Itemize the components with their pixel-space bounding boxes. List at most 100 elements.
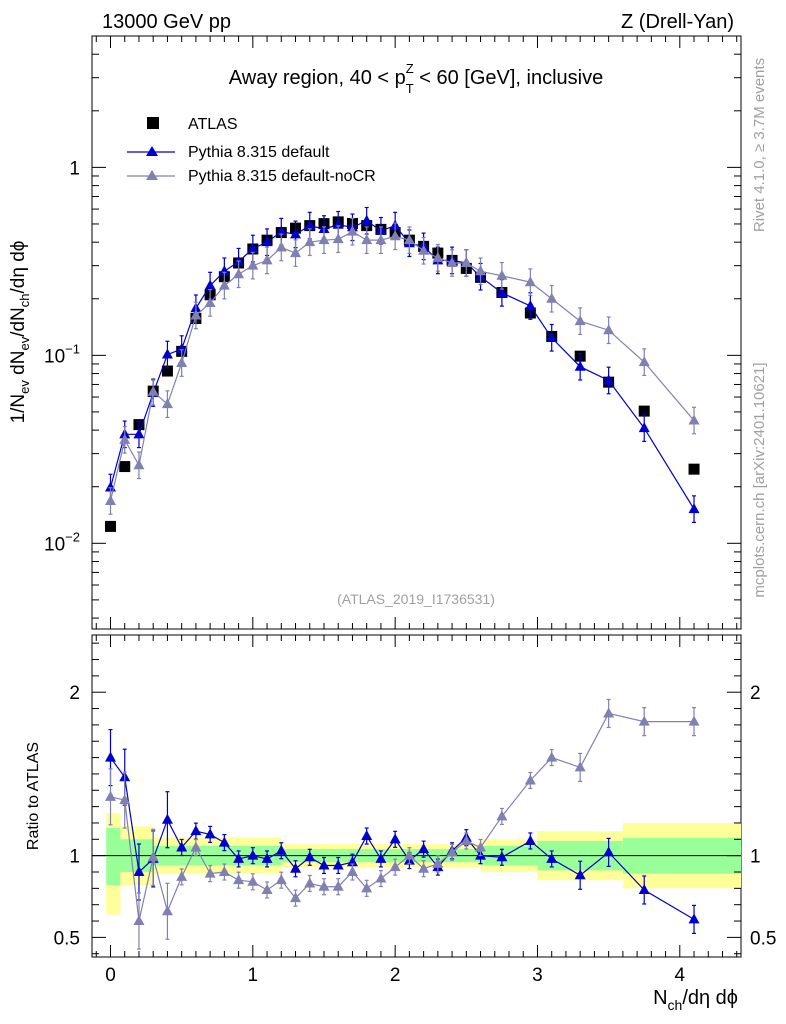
ratio-series-point: [318, 880, 330, 891]
main-series-point: [218, 265, 230, 276]
main-series-point: [432, 251, 444, 262]
main-plot-frame: [91, 35, 742, 630]
main-series-point: [389, 230, 401, 241]
ratio-series-point: [375, 872, 387, 883]
ratio-series-point: [389, 861, 401, 872]
ratio-series-point: [218, 836, 230, 847]
main-series-point: [161, 348, 173, 359]
main-series-point: [304, 236, 316, 247]
x-tick-label: 3: [532, 965, 543, 986]
main-series-point: [190, 309, 202, 320]
main-series-point: [603, 324, 615, 335]
main-series-point: [475, 265, 487, 276]
ratio-series-point: [574, 761, 586, 772]
main-series-point: [375, 234, 387, 245]
ratio-series-point: [204, 828, 216, 839]
ratio-series-point: [261, 852, 273, 863]
ratio-series-point: [460, 834, 472, 845]
ratio-series-line: [110, 712, 695, 922]
ratio-series-point: [524, 774, 536, 785]
x-tick-label: 1: [248, 965, 259, 986]
main-series-point: [638, 422, 650, 433]
main-series-point: [332, 218, 344, 229]
ratio-series-point: [346, 866, 358, 877]
ratio-series-point: [603, 846, 615, 857]
main-series-point: [290, 228, 302, 239]
ratio-series-point: [247, 849, 259, 860]
main-series-point: [688, 503, 700, 514]
ratio-series-point: [346, 856, 358, 867]
ratio-uncertainty-bands: [92, 813, 741, 915]
main-series-point: [318, 234, 330, 245]
main-series-point: [524, 300, 536, 311]
ratio-series-point: [247, 875, 259, 886]
ratio-series-point: [418, 843, 430, 854]
ratio-series-point: [233, 874, 245, 885]
main-series-point: [247, 259, 259, 270]
main-series-point: [603, 374, 615, 385]
ratio-series-point: [446, 846, 458, 857]
ratio-series-point: [389, 833, 401, 844]
atlas-data-point: [638, 405, 650, 417]
ratio-series-point: [176, 870, 188, 881]
ratio-series-point: [432, 857, 444, 868]
ratio-series-point: [290, 892, 302, 903]
legend-label-atlas: ATLAS: [188, 116, 238, 133]
main-series-point: [574, 315, 586, 326]
main-series-point: [218, 279, 230, 290]
x-tick-label: 4: [675, 965, 686, 986]
main-series-point: [546, 331, 558, 342]
ratio-series-point: [176, 841, 188, 852]
ratio-series-point: [304, 877, 316, 888]
main-series-point: [105, 494, 117, 505]
ratio-series-point: [603, 707, 615, 718]
ratio-series-layer: [105, 698, 700, 950]
main-series-point: [133, 428, 145, 439]
y-tick-label-right: 1: [750, 847, 761, 868]
main-series-point: [524, 276, 536, 287]
main-series-point: [176, 357, 188, 368]
main-series-point: [403, 234, 415, 245]
atlas-data-point: [161, 365, 173, 377]
ratio-series-point: [105, 790, 117, 801]
y-tick-label-right: 2: [750, 683, 761, 704]
ratio-series-point: [147, 851, 159, 862]
main-y-tick-labels: 1 10−1 10−2: [44, 158, 80, 555]
ratio-series-point: [133, 866, 145, 877]
main-series-point: [247, 242, 259, 253]
ratio-series-point: [688, 913, 700, 924]
main-series-point: [304, 219, 316, 230]
x-tick-label: 2: [390, 965, 401, 986]
mcplots-label: mcplots.cern.ch [arXiv:2401.10621]: [751, 362, 768, 597]
atlas-data-point: [119, 461, 131, 473]
ratio-plot-frame: [91, 634, 742, 958]
plot-title: Away region, 40 < pZ T < 60 [GeV], inclus…: [229, 61, 603, 96]
band-inner: [106, 827, 121, 886]
y-tick-label-right: 0.5: [750, 928, 776, 949]
main-series-line: [109, 220, 695, 510]
main-series-point: [638, 356, 650, 367]
y-tick-label: 10−2: [44, 529, 80, 555]
main-series-point: [261, 236, 273, 247]
y-tick-label: 10−1: [44, 341, 80, 367]
main-series-point: [161, 398, 173, 409]
ratio-series-point: [218, 866, 230, 877]
main-series-point: [176, 343, 188, 354]
ratio-tick-labels: 0 1 2 3 4 0.5 0.5 1 1 2 2: [54, 683, 777, 986]
ratio-series-point: [496, 851, 508, 862]
y-tick-label: 1: [69, 847, 80, 868]
main-series-point: [119, 433, 131, 444]
main-series-point: [496, 286, 508, 297]
main-series-point: [546, 292, 558, 303]
ratio-series-point: [161, 813, 173, 824]
main-series-point: [204, 296, 216, 307]
header-process-label: Z (Drell-Yan): [621, 11, 734, 33]
main-series-line: [109, 230, 695, 502]
main-series-point: [496, 269, 508, 280]
main-series-point: [275, 241, 287, 252]
ratio-series-point: [638, 715, 650, 726]
main-series-point: [361, 214, 373, 225]
ratio-series-point: [119, 794, 131, 805]
ratio-series-line: [110, 757, 695, 920]
ratio-series-point: [418, 862, 430, 873]
